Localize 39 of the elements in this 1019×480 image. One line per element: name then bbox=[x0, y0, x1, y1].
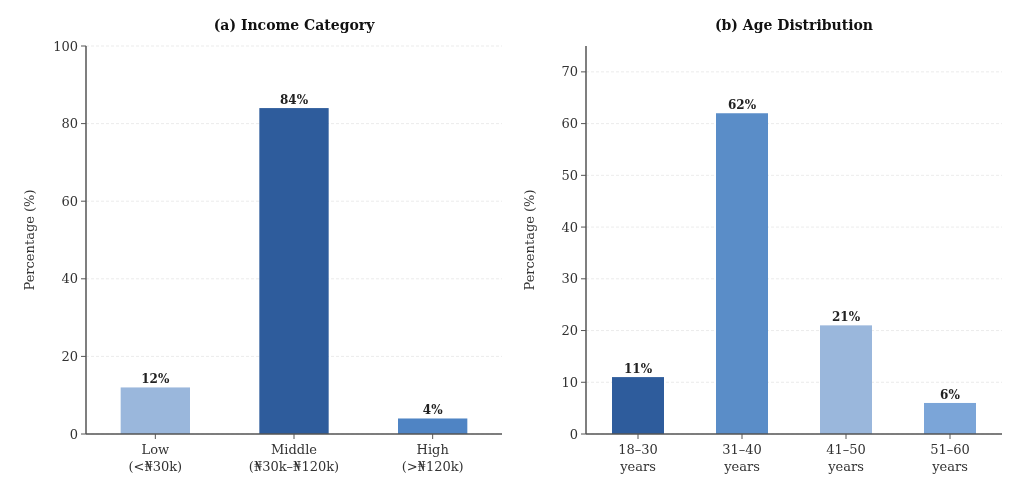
y-tick-label: 30 bbox=[561, 271, 578, 287]
chart-title: (b) Age Distribution bbox=[714, 17, 874, 33]
y-tick-label: 40 bbox=[561, 219, 578, 235]
y-tick-label: 60 bbox=[61, 193, 78, 209]
y-tick-label: 20 bbox=[61, 348, 78, 364]
y-axis-title: Percentage (%) bbox=[22, 189, 37, 291]
y-tick-label: 70 bbox=[561, 64, 578, 80]
y-tick-label: 20 bbox=[561, 323, 578, 339]
bar bbox=[259, 108, 329, 434]
x-tick-label: 41–50 years bbox=[826, 442, 866, 474]
y-tick-label: 0 bbox=[569, 426, 578, 442]
y-tick-label: 80 bbox=[61, 116, 78, 132]
y-tick-label: 40 bbox=[61, 271, 78, 287]
bar bbox=[120, 387, 190, 434]
data-label: 11% bbox=[623, 362, 653, 377]
data-label: 21% bbox=[831, 310, 861, 325]
y-tick-label: 50 bbox=[561, 167, 578, 183]
data-label: 4% bbox=[422, 403, 444, 418]
x-tick-label: 31–40 years bbox=[722, 442, 762, 474]
y-tick-label: 0 bbox=[69, 426, 78, 442]
bar bbox=[716, 113, 768, 434]
data-label: 12% bbox=[141, 372, 170, 387]
x-tick-label: Low (<₦30k) bbox=[128, 442, 183, 474]
bar bbox=[398, 418, 468, 434]
bar bbox=[820, 325, 872, 434]
data-label: 6% bbox=[940, 387, 961, 402]
x-tick-label: High (>₦120k) bbox=[401, 442, 464, 474]
y-tick-label: 60 bbox=[561, 116, 578, 132]
data-label: 84% bbox=[279, 93, 309, 108]
x-tick-label: Middle (₦30k–₦120k) bbox=[248, 442, 340, 474]
y-tick-label: 100 bbox=[53, 38, 78, 54]
bar bbox=[612, 377, 664, 434]
bar bbox=[924, 402, 976, 434]
x-tick-label: 51–60 years bbox=[930, 442, 970, 474]
chart-title: (a) Income Category bbox=[213, 17, 376, 33]
y-axis-title: Percentage (%) bbox=[522, 189, 537, 291]
x-tick-label: 18–30 years bbox=[618, 442, 658, 474]
y-tick-label: 10 bbox=[561, 374, 578, 390]
data-label: 62% bbox=[727, 98, 757, 113]
